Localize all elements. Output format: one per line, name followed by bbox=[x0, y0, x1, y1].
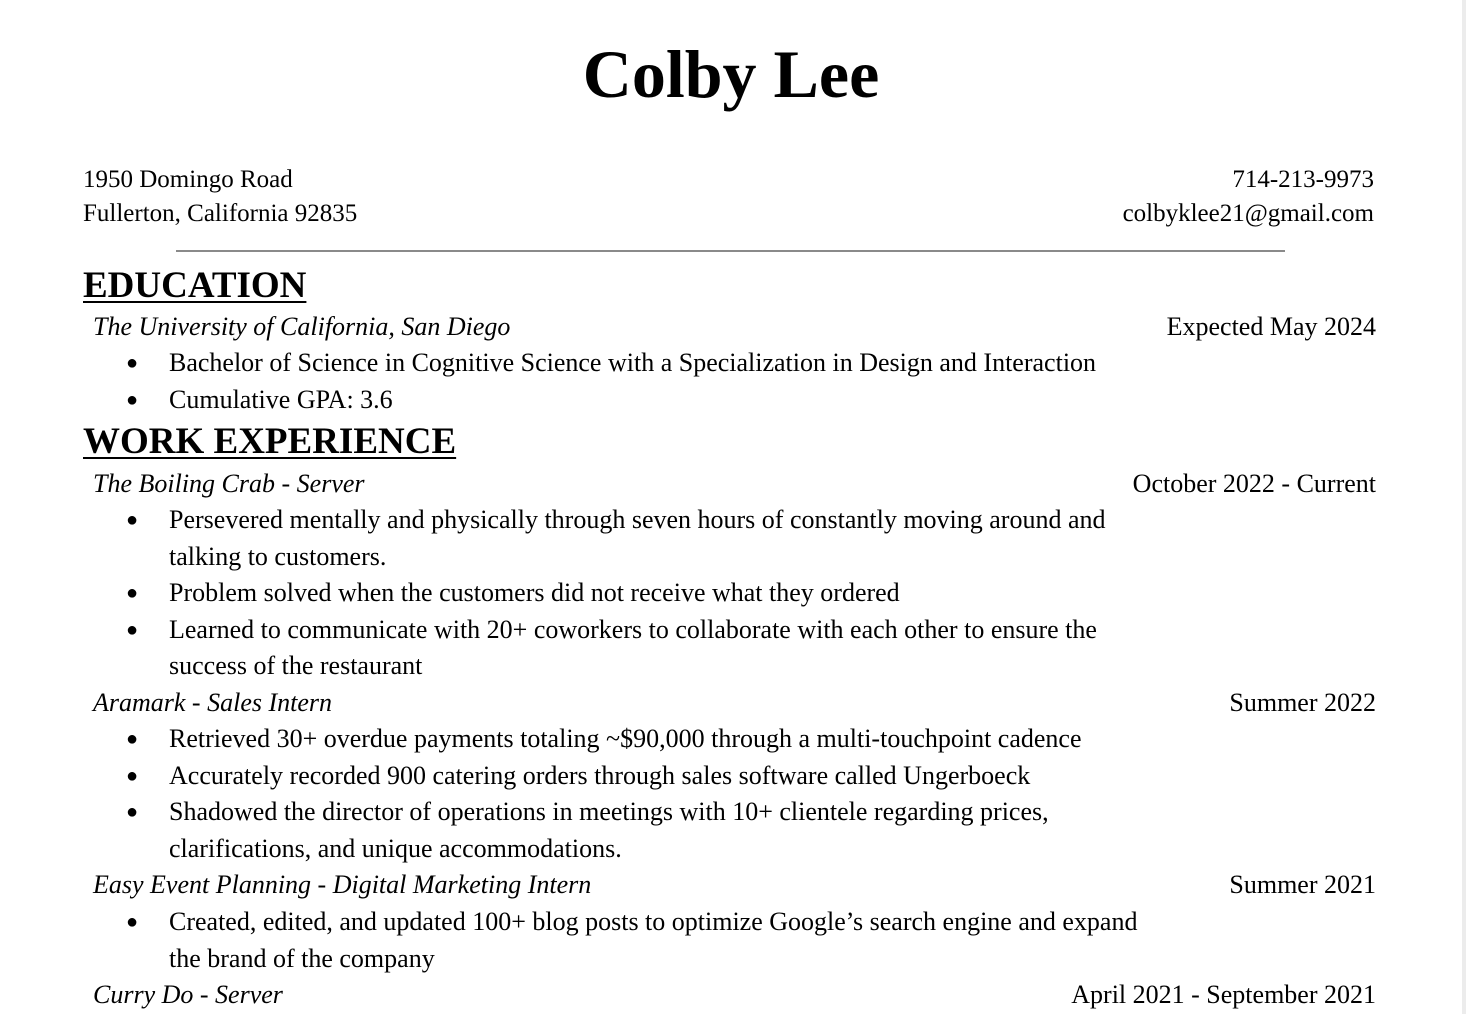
bullet-icon: ● bbox=[126, 388, 139, 411]
entry-title: Easy Event Planning - Digital Marketing … bbox=[93, 870, 592, 899]
work-entry-easy-event: Easy Event Planning - Digital Marketing … bbox=[93, 867, 1376, 903]
address-line-1: 1950 Domingo Road bbox=[83, 166, 293, 193]
entry-title: The Boiling Crab - Server bbox=[93, 469, 365, 498]
header-divider bbox=[176, 250, 1285, 252]
list-item: ● Shadowed the director of operations in … bbox=[126, 794, 1169, 867]
boiling-crab-bullets: ● Persevered mentally and physically thro… bbox=[126, 502, 1166, 685]
bullet-icon: ● bbox=[126, 509, 139, 531]
bullet-icon: ● bbox=[126, 764, 139, 787]
bullet-text: Accurately recorded 900 catering orders … bbox=[169, 760, 1031, 790]
entry-title: The University of California, San Diego bbox=[93, 312, 511, 341]
bullet-icon: ● bbox=[126, 911, 139, 933]
phone-number: 714-213-9973 bbox=[1232, 166, 1374, 193]
work-entry-curry-do: Curry Do - Server April 2021 - September… bbox=[93, 977, 1376, 1013]
education-bullets: ● Bachelor of Science in Cognitive Scienc… bbox=[126, 345, 1276, 418]
entry-date: Summer 2022 bbox=[1229, 688, 1376, 717]
email-address: colbyklee21@gmail.com bbox=[1122, 200, 1374, 227]
list-item: ● Persevered mentally and physically thro… bbox=[126, 502, 1166, 575]
bullet-text: Cumulative GPA: 3.6 bbox=[169, 384, 393, 414]
bullet-icon: ● bbox=[126, 618, 139, 641]
page-edge bbox=[1462, 0, 1466, 1014]
work-entry-aramark: Aramark - Sales Intern Summer 2022 bbox=[93, 685, 1376, 721]
bullet-icon: ● bbox=[126, 801, 139, 824]
work-experience-heading: WORK EXPERIENCE bbox=[83, 421, 457, 462]
list-item: ● Problem solved when the customers did n… bbox=[126, 575, 1166, 612]
address-line-2: Fullerton, California 92835 bbox=[83, 200, 358, 227]
aramark-bullets: ● Retrieved 30+ overdue payments totaling… bbox=[126, 721, 1206, 867]
entry-title: Aramark - Sales Intern bbox=[93, 688, 333, 717]
entry-date: Summer 2021 bbox=[1229, 870, 1376, 899]
entry-date: Expected May 2024 bbox=[1166, 312, 1376, 341]
easy-event-bullets: ● Created, edited, and updated 100+ blog … bbox=[126, 904, 1166, 977]
resume-name: Colby Lee bbox=[582, 36, 880, 112]
entry-title: Curry Do - Server bbox=[93, 980, 283, 1009]
entry-date: October 2022 - Current bbox=[1132, 469, 1376, 498]
list-item: ● Accurately recorded 900 catering orders… bbox=[126, 758, 1206, 795]
contact-block: 714-213-9973 colbyklee21@gmail.com bbox=[1123, 163, 1374, 231]
list-item: ● Cumulative GPA: 3.6 bbox=[126, 382, 1276, 419]
list-item: ● Retrieved 30+ overdue payments totaling… bbox=[126, 721, 1206, 758]
education-heading: EDUCATION bbox=[83, 265, 307, 306]
entry-date: April 2021 - September 2021 bbox=[1071, 980, 1376, 1009]
bullet-text: Created, edited, and updated 100+ blog p… bbox=[169, 907, 1138, 973]
address-block: 1950 Domingo Road Fullerton, California … bbox=[83, 163, 357, 231]
bullet-text: Learned to communicate with 20+ coworker… bbox=[169, 614, 1097, 681]
list-item: ● Bachelor of Science in Cognitive Scienc… bbox=[126, 345, 1276, 382]
bullet-text: Shadowed the director of operations in m… bbox=[169, 797, 1049, 863]
list-item: ● Created, edited, and updated 100+ blog … bbox=[126, 904, 1166, 977]
list-item: ● Learned to communicate with 20+ coworke… bbox=[126, 612, 1169, 685]
bullet-icon: ● bbox=[126, 352, 139, 374]
education-entry-ucsd: The University of California, San Diego … bbox=[93, 309, 1376, 345]
work-entry-boiling-crab: The Boiling Crab - Server October 2022 -… bbox=[93, 466, 1376, 502]
bullet-text: Bachelor of Science in Cognitive Science… bbox=[169, 348, 1097, 377]
bullet-text: Problem solved when the customers did no… bbox=[169, 578, 900, 608]
bullet-text: Persevered mentally and physically throu… bbox=[169, 505, 1106, 571]
bullet-icon: ● bbox=[126, 728, 139, 750]
bullet-icon: ● bbox=[126, 582, 139, 605]
bullet-text: Retrieved 30+ overdue payments totaling … bbox=[169, 724, 1082, 753]
